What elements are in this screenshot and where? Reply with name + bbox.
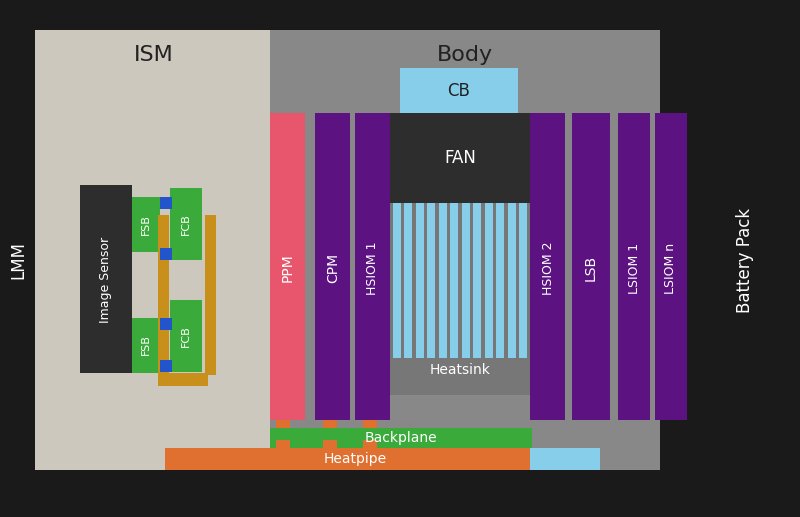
Bar	[355, 113, 390, 420]
Bar	[80, 185, 132, 373]
Text: CB: CB	[447, 82, 470, 100]
Bar	[363, 448, 377, 453]
Bar	[315, 113, 350, 420]
Text: Heatsink: Heatsink	[430, 363, 490, 377]
Bar	[160, 360, 172, 372]
Bar	[323, 440, 337, 452]
Bar	[572, 113, 610, 420]
Bar	[390, 200, 530, 395]
Bar	[276, 440, 290, 452]
Bar	[393, 203, 401, 358]
Bar	[160, 248, 172, 260]
Bar	[655, 113, 687, 420]
Bar	[530, 448, 600, 470]
Text: HSIOM 2: HSIOM 2	[542, 241, 554, 295]
Bar	[363, 440, 377, 452]
Bar	[400, 68, 518, 113]
Bar	[474, 203, 481, 358]
Bar	[132, 197, 160, 252]
Bar	[439, 203, 446, 358]
Bar	[390, 113, 530, 203]
Bar	[496, 203, 504, 358]
Bar	[160, 197, 172, 209]
Bar	[35, 30, 273, 470]
Text: FSB: FSB	[141, 334, 151, 356]
Text: Battery Pack: Battery Pack	[736, 207, 754, 313]
Bar	[270, 428, 532, 448]
Text: ISM: ISM	[134, 45, 174, 65]
Bar	[618, 113, 650, 420]
Bar	[270, 30, 660, 470]
Text: FCB: FCB	[181, 213, 191, 235]
Bar	[323, 420, 337, 440]
Bar	[416, 203, 424, 358]
Bar	[165, 448, 535, 470]
Bar	[530, 113, 565, 420]
Bar	[158, 215, 169, 375]
Bar	[270, 113, 305, 420]
Bar	[160, 318, 172, 330]
Text: LSIOM n: LSIOM n	[665, 242, 678, 294]
Bar	[508, 203, 515, 358]
Text: CPM: CPM	[326, 253, 340, 283]
Text: Image Sensor: Image Sensor	[99, 237, 113, 323]
Text: LSIOM 1: LSIOM 1	[627, 242, 641, 294]
Text: Heatpipe: Heatpipe	[323, 452, 386, 466]
Bar	[323, 448, 337, 453]
Bar	[405, 203, 412, 358]
Bar	[363, 420, 377, 440]
Text: FAN: FAN	[444, 149, 476, 167]
Text: HSIOM 1: HSIOM 1	[366, 241, 379, 295]
Text: LMM: LMM	[9, 241, 27, 279]
Text: PPM: PPM	[281, 254, 295, 282]
Text: FCB: FCB	[181, 325, 191, 347]
Bar	[450, 203, 458, 358]
Text: Backplane: Backplane	[365, 431, 438, 445]
Bar	[462, 203, 470, 358]
Bar	[276, 420, 290, 440]
Text: Body: Body	[437, 45, 493, 65]
Bar	[205, 215, 216, 375]
Bar	[132, 318, 160, 373]
Text: FSB: FSB	[141, 215, 151, 235]
Bar	[485, 203, 493, 358]
Bar	[427, 203, 435, 358]
Bar	[158, 373, 208, 386]
Bar	[170, 188, 202, 260]
Bar	[519, 203, 527, 358]
Text: LSB: LSB	[584, 255, 598, 281]
Bar	[170, 300, 202, 372]
Bar	[276, 448, 290, 453]
